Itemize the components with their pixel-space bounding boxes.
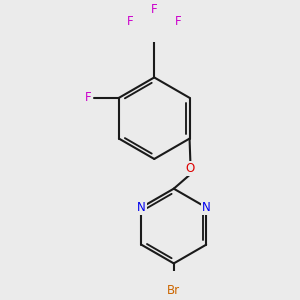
Text: N: N	[137, 201, 146, 214]
Text: Br: Br	[167, 284, 180, 297]
Text: F: F	[127, 15, 134, 28]
Text: N: N	[202, 201, 211, 214]
Text: F: F	[151, 3, 158, 16]
Text: F: F	[175, 15, 181, 28]
Text: F: F	[85, 91, 92, 104]
Text: O: O	[186, 162, 195, 175]
